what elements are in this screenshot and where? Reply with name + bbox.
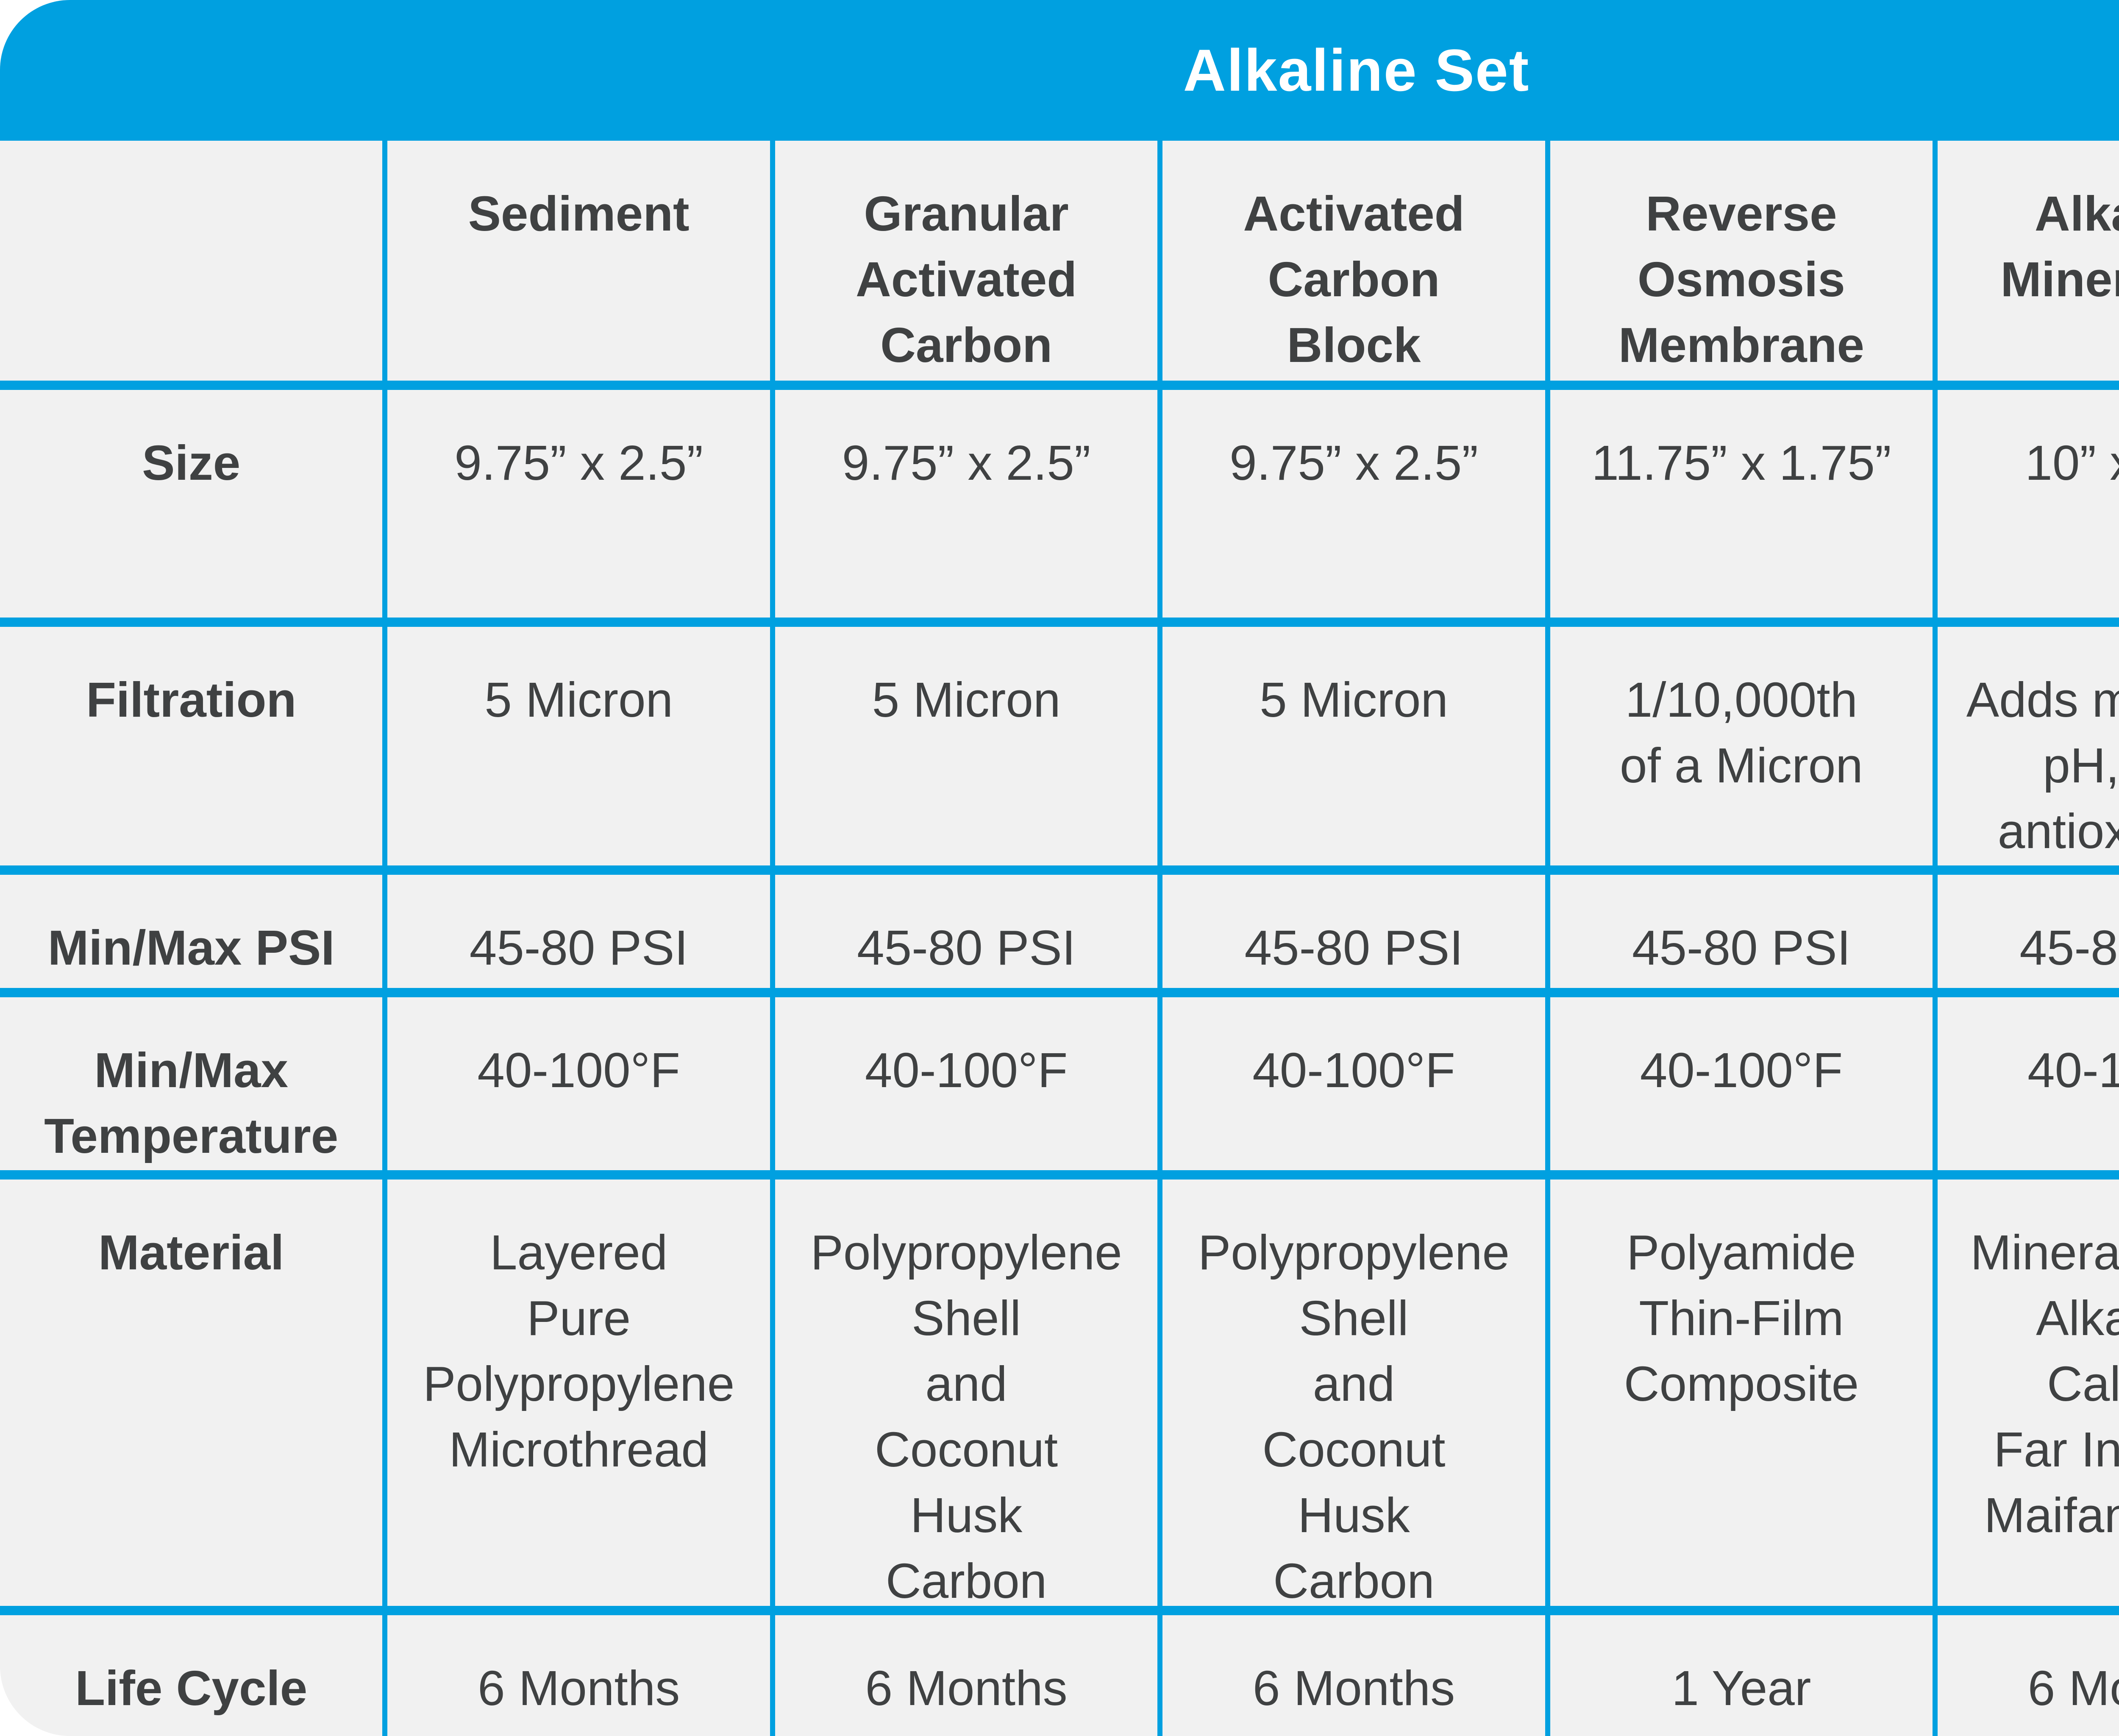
table-cell: 6 Months [1162,1615,1550,1736]
table-cell: 40-100°F [1550,997,1938,1180]
table-cell: 5 Micron [387,627,775,875]
table-cell: 1 Year [1550,1615,1938,1736]
table-cell: 40-100°F [775,997,1163,1180]
column-header-reverse-osmosis-membrane: Reverse Osmosis Membrane [1550,141,1938,390]
row-label-size: Size [0,390,388,627]
table-cell: 10” x 2.5” [1938,390,2119,627]
table-cell: 45-80 PSI [775,875,1163,997]
table-cell: 6 Months [775,1615,1163,1736]
table-cell: 40-100°F [1938,997,2119,1180]
table-cell: 1/10,000th of a Micron [1550,627,1938,875]
row-label-life-cycle: Life Cycle [0,1615,388,1736]
table-cell: 45-80 PSI [1162,875,1550,997]
table-cell: 45-80 PSI [1938,875,2119,997]
row-label-filtration: Filtration [0,627,388,875]
table-cell: 9.75” x 2.5” [775,390,1163,627]
table-cell: 6 Months [387,1615,775,1736]
table-cell: 11.75” x 1.75” [1550,390,1938,627]
table-cell: Polypropylene Shell and Coconut Husk Car… [1162,1180,1550,1615]
table-cell: 45-80 PSI [1550,875,1938,997]
table-cell: 9.75” x 2.5” [1162,390,1550,627]
column-header-granular-activated-carbon: Granular Activated Carbon [775,141,1163,390]
table-cell: 6 Months [1938,1615,2119,1736]
table-title: Alkaline Set [1183,37,1530,103]
column-header-alkaline-mineralizer: Alkaline Mineralizer [1938,141,2119,390]
table-cell: 5 Micron [775,627,1163,875]
table-cell: 9.75” x 2.5” [387,390,775,627]
corner-cell [0,141,388,390]
table-cell: 40-100°F [1162,997,1550,1180]
table-cell: 5 Micron [1162,627,1550,875]
column-header-activated-carbon-block: Activated Carbon Block [1162,141,1550,390]
row-label-min-max-psi: Min/Max PSI [0,875,388,997]
row-label-material: Material [0,1180,388,1615]
table-cell: Adds minerals, pH, and antioxidants [1938,627,2119,875]
table-title-bar: Alkaline Set [0,0,2119,141]
comparison-table: Sediment Granular Activated Carbon Activ… [0,141,2119,1736]
table-cell: Layered Pure Polypropylene Microthread [387,1180,775,1615]
row-label-min-max-temperature: Min/Max Temperature [0,997,388,1180]
column-header-sediment: Sediment [387,141,775,390]
table-cell: Polyamide Thin-Film Composite [1550,1180,1938,1615]
table-cell: Mineral Stone, Alkaline, Calcite, Far In… [1938,1180,2119,1615]
table-cell: Polypropylene Shell and Coconut Husk Car… [775,1180,1163,1615]
table-cell: 45-80 PSI [387,875,775,997]
table-cell: 40-100°F [387,997,775,1180]
